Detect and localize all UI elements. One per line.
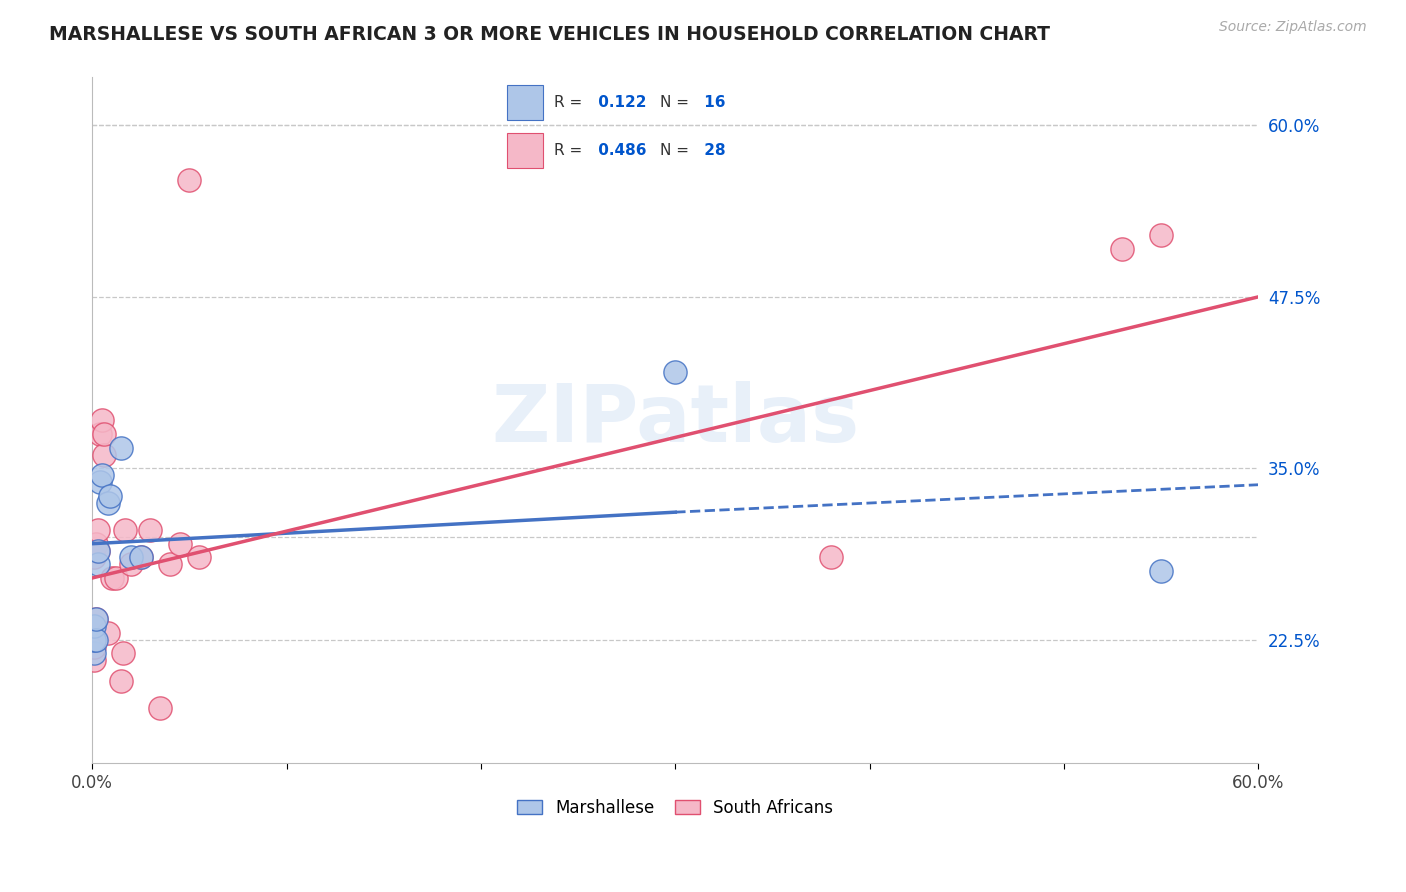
Point: [129, 550, 152, 565]
Text: R =: R =: [554, 95, 582, 110]
Point: [188, 550, 211, 565]
Point: [1150, 564, 1173, 578]
Point: [159, 558, 181, 572]
Point: [97, 495, 120, 509]
Point: [93, 427, 115, 442]
FancyBboxPatch shape: [508, 133, 543, 168]
Text: N =: N =: [661, 95, 689, 110]
Point: [83, 632, 105, 647]
Point: [139, 523, 162, 537]
Point: [114, 523, 136, 537]
Point: [84, 612, 107, 626]
Point: [110, 441, 132, 455]
Point: [87, 558, 110, 572]
Point: [87, 543, 110, 558]
Point: [1150, 228, 1173, 243]
Text: R =: R =: [554, 144, 582, 158]
Point: [100, 571, 122, 585]
Point: [87, 523, 110, 537]
Point: [89, 475, 111, 489]
Text: MARSHALLESE VS SOUTH AFRICAN 3 OR MORE VEHICLES IN HOUSEHOLD CORRELATION CHART: MARSHALLESE VS SOUTH AFRICAN 3 OR MORE V…: [49, 25, 1050, 44]
Legend: Marshallese, South Africans: Marshallese, South Africans: [510, 792, 839, 823]
Point: [83, 550, 105, 565]
Point: [89, 427, 111, 442]
Point: [90, 413, 112, 427]
Text: 0.122: 0.122: [593, 95, 647, 110]
Point: [90, 468, 112, 483]
Text: 16: 16: [699, 95, 725, 110]
Point: [1111, 242, 1133, 256]
Point: [87, 543, 110, 558]
Point: [169, 537, 191, 551]
Point: [83, 647, 105, 661]
Point: [83, 653, 105, 667]
Point: [97, 625, 120, 640]
Point: [83, 619, 105, 633]
Text: N =: N =: [661, 144, 689, 158]
Point: [104, 571, 127, 585]
Point: [149, 701, 172, 715]
Point: [84, 537, 107, 551]
Point: [84, 632, 107, 647]
Point: [83, 640, 105, 654]
Point: [98, 489, 121, 503]
Text: ZIPatlas: ZIPatlas: [491, 381, 859, 459]
Point: [120, 558, 142, 572]
Point: [129, 550, 152, 565]
Text: 0.486: 0.486: [593, 144, 647, 158]
FancyBboxPatch shape: [508, 85, 543, 120]
Point: [820, 550, 842, 565]
Point: [110, 673, 132, 688]
Point: [664, 365, 686, 379]
Point: [93, 448, 115, 462]
Point: [179, 173, 201, 187]
Point: [120, 550, 142, 565]
Text: Source: ZipAtlas.com: Source: ZipAtlas.com: [1219, 20, 1367, 34]
Text: 28: 28: [699, 144, 725, 158]
Point: [112, 647, 135, 661]
Point: [84, 612, 107, 626]
